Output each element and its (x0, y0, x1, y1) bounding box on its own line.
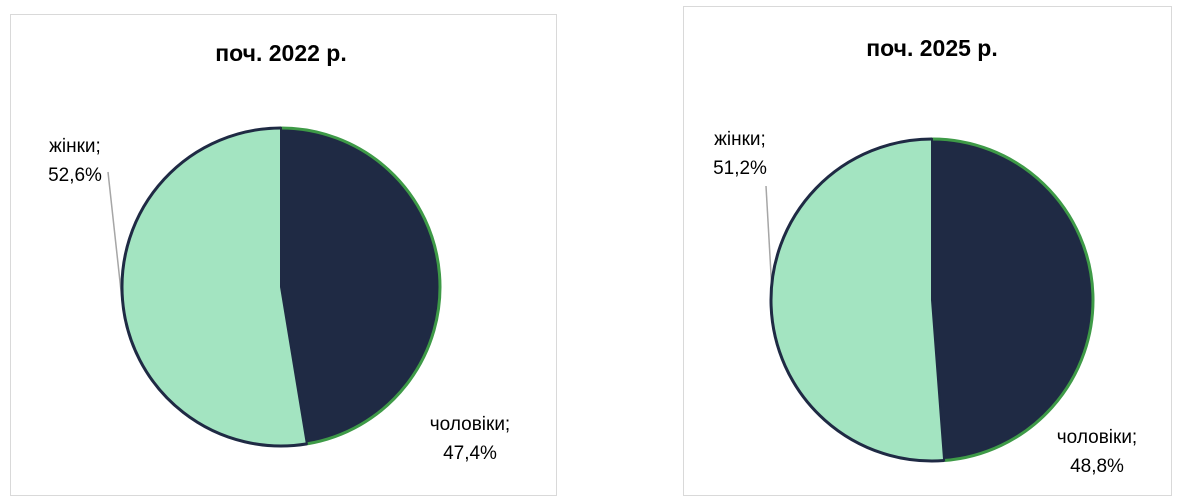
slice-outline (931, 137, 1095, 463)
chart-title: поч. 2025 р. (866, 35, 998, 61)
slice-outline (120, 126, 308, 448)
value-label: 52,6% (48, 165, 102, 186)
chart-title: поч. 2022 р. (215, 40, 347, 66)
category-label: жінки; (714, 129, 766, 150)
value-label: 47,4% (443, 443, 497, 464)
leader-line (107, 171, 123, 301)
category-label: жінки; (49, 136, 101, 157)
slice-outline (769, 137, 945, 463)
value-label: 48,8% (1070, 456, 1124, 477)
category-label: чоловіки; (1057, 427, 1137, 448)
leader-line (765, 185, 773, 293)
slice-outline (280, 126, 442, 446)
value-label: 51,2% (713, 158, 767, 179)
category-label: чоловіки; (430, 414, 510, 435)
